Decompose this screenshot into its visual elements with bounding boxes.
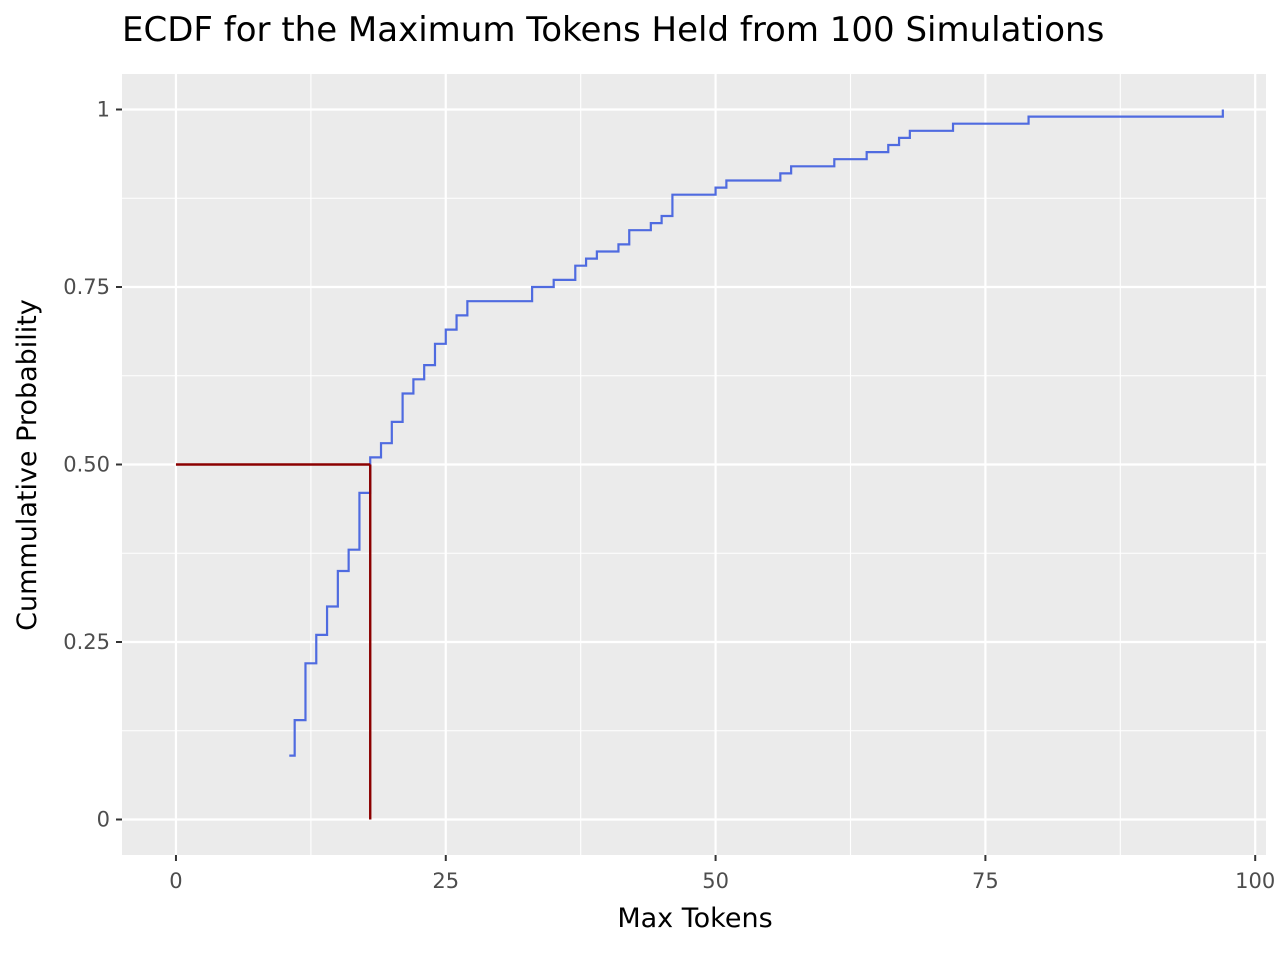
x-axis-title: Max Tokens — [617, 903, 772, 934]
x-tick-label: 75 — [972, 869, 999, 893]
x-tick-label: 100 — [1235, 869, 1275, 893]
x-axis: 0 25 50 75 100 — [169, 855, 1275, 893]
ecdf-step-line — [289, 109, 1224, 757]
y-axis: 0 0.25 0.50 0.75 1 — [63, 98, 122, 832]
y-tick-label: 0 — [97, 808, 110, 832]
x-tick-label: 50 — [702, 869, 729, 893]
y-tick-label: 1 — [97, 98, 110, 122]
y-tick-label: 0.25 — [63, 630, 110, 654]
y-tick-label: 0.50 — [63, 453, 110, 477]
y-axis-title: Cummulative Probability — [12, 299, 43, 631]
series-layer — [175, 109, 1224, 820]
x-tick-label: 0 — [169, 869, 182, 893]
y-tick-label: 0.75 — [63, 275, 110, 299]
chart-title: ECDF for the Maximum Tokens Held from 10… — [122, 10, 1104, 50]
x-tick-label: 25 — [432, 869, 459, 893]
